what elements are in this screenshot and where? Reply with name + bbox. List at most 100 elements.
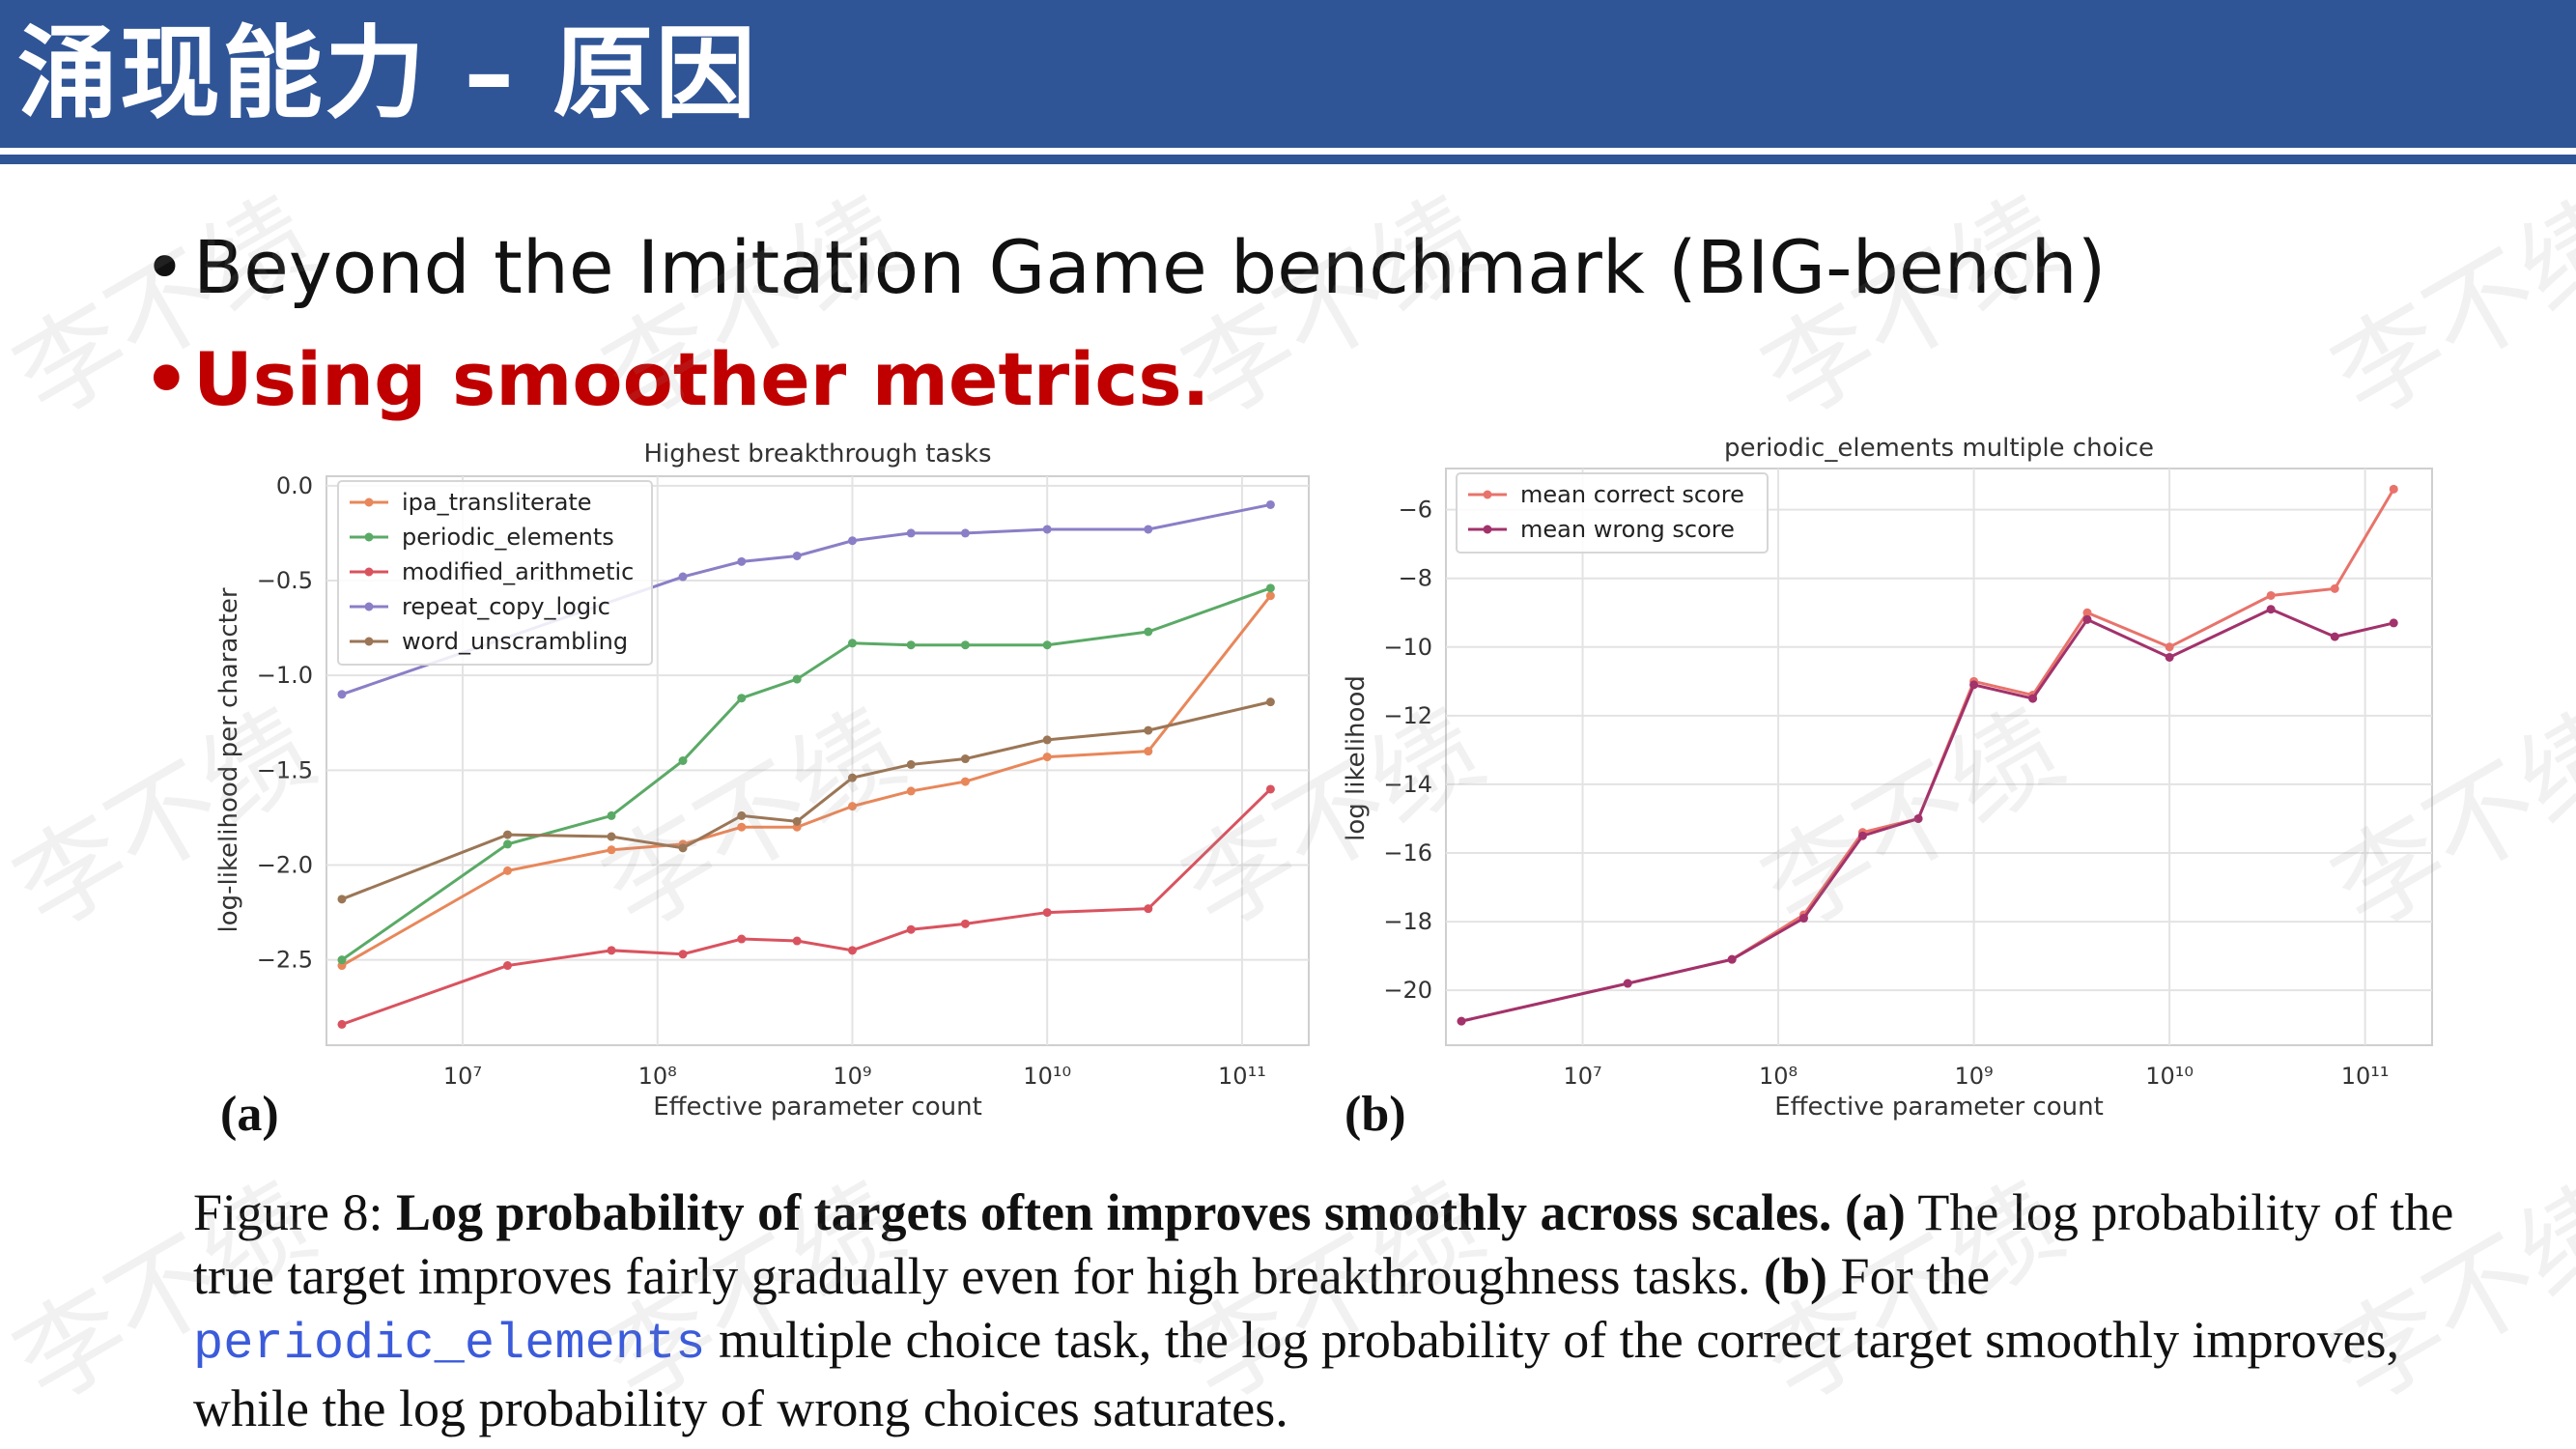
y-tick-label: −16	[1383, 839, 1432, 867]
data-point	[1042, 908, 1052, 918]
chart-title: Highest breakthrough tasks	[643, 440, 991, 469]
caption-bold: Log probability of targets often improve…	[396, 1183, 1832, 1241]
y-tick-label: −0.5	[257, 567, 313, 594]
data-point	[1144, 627, 1153, 637]
bullet-dot-icon: •	[143, 224, 186, 310]
data-point	[792, 936, 802, 946]
data-point	[792, 816, 802, 826]
chart-panel-b: 10⁷ 10⁸ 10⁹ 10¹⁰ 10¹¹ −6 −8 −10 −12 −14 −16 −18 −20 p…	[1342, 434, 2433, 1142]
legend-box	[1456, 472, 1769, 554]
bullet-item: • Using smoother metrics.	[143, 336, 1210, 422]
data-point	[2389, 484, 2398, 494]
data-point	[1042, 525, 1052, 534]
x-tick-label: 10⁸	[1759, 1063, 1798, 1090]
y-axis-label: log-likelihood per character	[214, 587, 243, 932]
data-point	[607, 845, 616, 855]
data-point	[960, 919, 970, 928]
data-point	[847, 639, 857, 648]
data-point	[737, 556, 747, 566]
data-point	[1457, 1016, 1466, 1026]
legend-label: periodic_elements	[402, 524, 614, 551]
data-point	[1144, 904, 1153, 914]
data-point	[2266, 590, 2276, 600]
data-point	[1144, 747, 1153, 756]
data-point	[2330, 632, 2339, 641]
data-point	[2165, 652, 2174, 662]
data-point	[2028, 694, 2038, 703]
data-point	[337, 1019, 347, 1029]
bullet-dot-icon: •	[143, 336, 190, 422]
legend: mean correct score mean wrong score	[1456, 472, 1769, 554]
x-tick-label: 10¹⁰	[2145, 1063, 2194, 1090]
panel-label: (b)	[1345, 1087, 1406, 1142]
data-point	[1042, 640, 1052, 650]
data-point	[607, 832, 616, 841]
caption-prefix: Figure 8:	[193, 1183, 396, 1241]
data-point	[2165, 642, 2174, 652]
legend-marker	[364, 602, 374, 611]
data-point	[1265, 784, 1275, 794]
data-point	[607, 810, 616, 820]
data-point	[847, 946, 857, 955]
data-point	[2389, 618, 2398, 628]
data-point	[737, 694, 747, 703]
data-point	[337, 895, 347, 904]
x-tick-label: 10⁹	[833, 1063, 871, 1090]
data-point	[1042, 753, 1052, 762]
x-tick-label: 10⁸	[638, 1063, 677, 1090]
legend-label: modified_arithmetic	[402, 558, 634, 585]
data-point	[1798, 914, 1808, 923]
series-line	[341, 787, 1272, 1026]
legend-label: mean correct score	[1520, 481, 1744, 508]
data-point	[906, 786, 916, 796]
plot-area	[1445, 468, 2433, 1046]
data-point	[1969, 680, 1979, 690]
y-tick-label: −1.5	[257, 756, 313, 783]
bullet-item: • Beyond the Imitation Game benchmark (B…	[143, 224, 2107, 310]
data-point	[737, 934, 747, 944]
chart-panel-a: 10⁷ 10⁸ 10⁹ 10¹⁰ 10¹¹ 0.0 −0.5 −1.0 −1.5 −2.0 −2.5…	[214, 440, 1310, 1142]
x-tick-label: 10¹¹	[2341, 1063, 2390, 1090]
data-point	[737, 810, 747, 820]
x-tick-label: 10⁹	[1955, 1063, 1994, 1090]
title-underline	[0, 155, 2576, 164]
caption-text-a: The log probability of the true target i…	[193, 1183, 2454, 1305]
y-tick-label: −12	[1383, 702, 1432, 729]
data-point	[1265, 591, 1275, 601]
caption-label-a: (a)	[1844, 1183, 1906, 1241]
data-point	[906, 924, 916, 934]
legend-label: ipa_transliterate	[402, 489, 592, 516]
x-tick-label: 10⁷	[1563, 1063, 1601, 1090]
legend-label: word_unscrambling	[402, 628, 628, 655]
y-axis-label: log likelihood	[1342, 675, 1371, 841]
data-point	[1265, 583, 1275, 593]
series-line	[341, 594, 1272, 967]
data-point	[607, 946, 616, 955]
legend: ipa_transliterate periodic_elementsmodifi…	[337, 480, 653, 666]
legend-box	[337, 480, 653, 666]
bullet-text: Using smoother metrics.	[193, 336, 1210, 422]
y-tick-label: −8	[1399, 565, 1432, 592]
data-point	[678, 843, 688, 853]
data-point	[678, 572, 688, 582]
title-bar: 涌现能力 – 原因	[0, 0, 2576, 148]
data-point	[906, 528, 916, 538]
bullet-text: Beyond the Imitation Game benchmark (BIG…	[193, 224, 2107, 310]
legend-label: mean wrong score	[1520, 516, 1735, 543]
caption-code: periodic_elements	[193, 1316, 706, 1373]
legend-label: repeat_copy_logic	[402, 593, 610, 620]
y-tick-label: 0.0	[276, 472, 313, 499]
legend-marker	[364, 567, 374, 577]
data-point	[847, 773, 857, 782]
data-point	[1857, 831, 1867, 840]
x-axis-label: Effective parameter count	[1774, 1093, 2104, 1122]
data-point	[337, 690, 347, 699]
data-point	[502, 961, 512, 971]
legend-marker	[364, 497, 374, 507]
data-point	[1144, 525, 1153, 534]
slide-title: 涌现能力 – 原因	[17, 14, 758, 132]
y-tick-label: −18	[1383, 908, 1432, 935]
legend-marker	[364, 532, 374, 542]
data-point	[2330, 583, 2339, 593]
